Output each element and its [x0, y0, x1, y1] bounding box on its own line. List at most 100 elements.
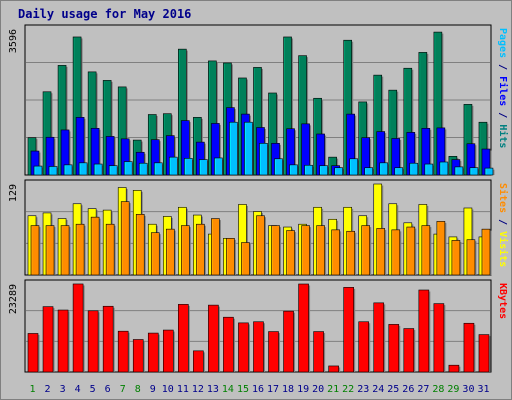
- bar-pages: [214, 157, 223, 176]
- legend-entry: KBytes: [497, 283, 508, 319]
- bar-pages: [168, 156, 178, 176]
- bar-kbytes: [373, 302, 385, 373]
- bars-middle: [27, 183, 492, 276]
- bar-pages: [364, 167, 374, 176]
- bar-sites: [286, 230, 295, 276]
- bar-sites: [301, 225, 310, 276]
- bar-pages: [484, 167, 494, 176]
- bar-sites: [466, 239, 476, 276]
- bar-pages: [33, 165, 43, 176]
- bars-top: [27, 31, 495, 176]
- bar-kbytes: [388, 324, 400, 373]
- bar-sites: [316, 225, 325, 276]
- bar-pages: [394, 167, 404, 176]
- day-label: 6: [105, 384, 111, 395]
- legend-entry: Pages: [497, 28, 508, 58]
- bar-pages: [48, 166, 58, 176]
- bar-sites: [241, 242, 250, 276]
- panel-max-label: 3596: [8, 29, 19, 53]
- bar-pages: [334, 167, 343, 176]
- bar-pages: [274, 158, 283, 176]
- day-label: 26: [402, 384, 414, 395]
- day-label: 22: [342, 384, 354, 395]
- bar-sites: [150, 232, 160, 276]
- bar-sites: [105, 223, 115, 276]
- bar-sites: [391, 229, 401, 276]
- bar-kbytes: [433, 303, 445, 373]
- bar-kbytes: [343, 287, 354, 373]
- bar-pages: [63, 164, 73, 176]
- day-label: 31: [477, 384, 489, 395]
- panel-bottom: 23289 KBytes: [8, 279, 508, 373]
- bar-sites: [45, 225, 55, 276]
- bar-kbytes: [253, 321, 264, 373]
- day-label: 9: [150, 384, 156, 395]
- bar-sites: [211, 218, 220, 276]
- bar-sites: [436, 221, 446, 276]
- bar-pages: [424, 163, 434, 176]
- day-label: 12: [192, 384, 204, 395]
- bar-kbytes: [418, 289, 430, 373]
- bar-pages: [153, 162, 163, 176]
- bar-pages: [259, 143, 268, 176]
- bar-kbytes: [162, 329, 174, 373]
- day-label: 28: [432, 384, 444, 395]
- bar-pages: [349, 158, 358, 176]
- day-label: 15: [237, 384, 249, 395]
- day-label: 20: [312, 384, 324, 395]
- day-label: 1: [30, 384, 36, 395]
- bar-kbytes: [132, 339, 144, 373]
- bar-sites: [361, 225, 371, 276]
- bar-sites: [346, 230, 355, 276]
- legend-entry: /: [497, 58, 508, 76]
- bar-sites: [75, 223, 85, 276]
- bar-kbytes: [238, 322, 249, 373]
- bar-sites: [30, 225, 40, 276]
- bar-sites: [165, 228, 175, 276]
- chart-title: Daily usage for May 2016: [18, 7, 191, 21]
- day-label: 23: [357, 384, 369, 395]
- bar-kbytes: [117, 330, 129, 373]
- legend-entry: /: [497, 213, 508, 231]
- bar-pages: [439, 161, 449, 176]
- panel-top: 3596 Pages / Files / Hits: [8, 24, 509, 176]
- bar-pages: [199, 159, 208, 176]
- bar-kbytes: [298, 283, 309, 373]
- bar-pages: [379, 162, 389, 176]
- bar-sites: [481, 228, 491, 276]
- bar-pages: [184, 158, 193, 176]
- bar-kbytes: [223, 316, 234, 373]
- bar-sites: [256, 215, 265, 276]
- panel-middle: 129 Sites / Visits: [8, 179, 509, 276]
- bar-pages: [409, 162, 419, 176]
- day-label: 8: [135, 384, 141, 395]
- day-label: 16: [252, 384, 264, 395]
- bar-pages: [138, 162, 148, 176]
- bar-sites: [90, 216, 100, 276]
- bar-sites: [421, 225, 431, 276]
- bar-kbytes: [178, 304, 189, 373]
- day-label: 29: [447, 384, 459, 395]
- legend-entry: Files: [497, 76, 509, 106]
- bar-sites: [226, 238, 235, 276]
- day-label: 14: [222, 384, 234, 395]
- day-label: 10: [162, 384, 174, 395]
- panel-side-legend: Sites / Visits: [497, 183, 509, 267]
- day-label: 17: [267, 384, 279, 395]
- panel-side-legend: KBytes: [497, 283, 508, 319]
- bar-pages: [454, 166, 464, 176]
- legend-entry: Visits: [497, 231, 509, 267]
- bar-pages: [319, 165, 328, 176]
- bar-kbytes: [358, 321, 370, 373]
- bar-kbytes: [208, 304, 219, 373]
- day-label: 13: [207, 384, 219, 395]
- bar-kbytes: [403, 328, 415, 373]
- bar-kbytes: [193, 350, 204, 373]
- bar-sites: [331, 229, 340, 276]
- bar-pages: [123, 161, 133, 176]
- bar-kbytes: [102, 305, 114, 373]
- legend-entry: /: [497, 106, 508, 124]
- bar-kbytes: [27, 333, 39, 373]
- bar-sites: [406, 226, 416, 276]
